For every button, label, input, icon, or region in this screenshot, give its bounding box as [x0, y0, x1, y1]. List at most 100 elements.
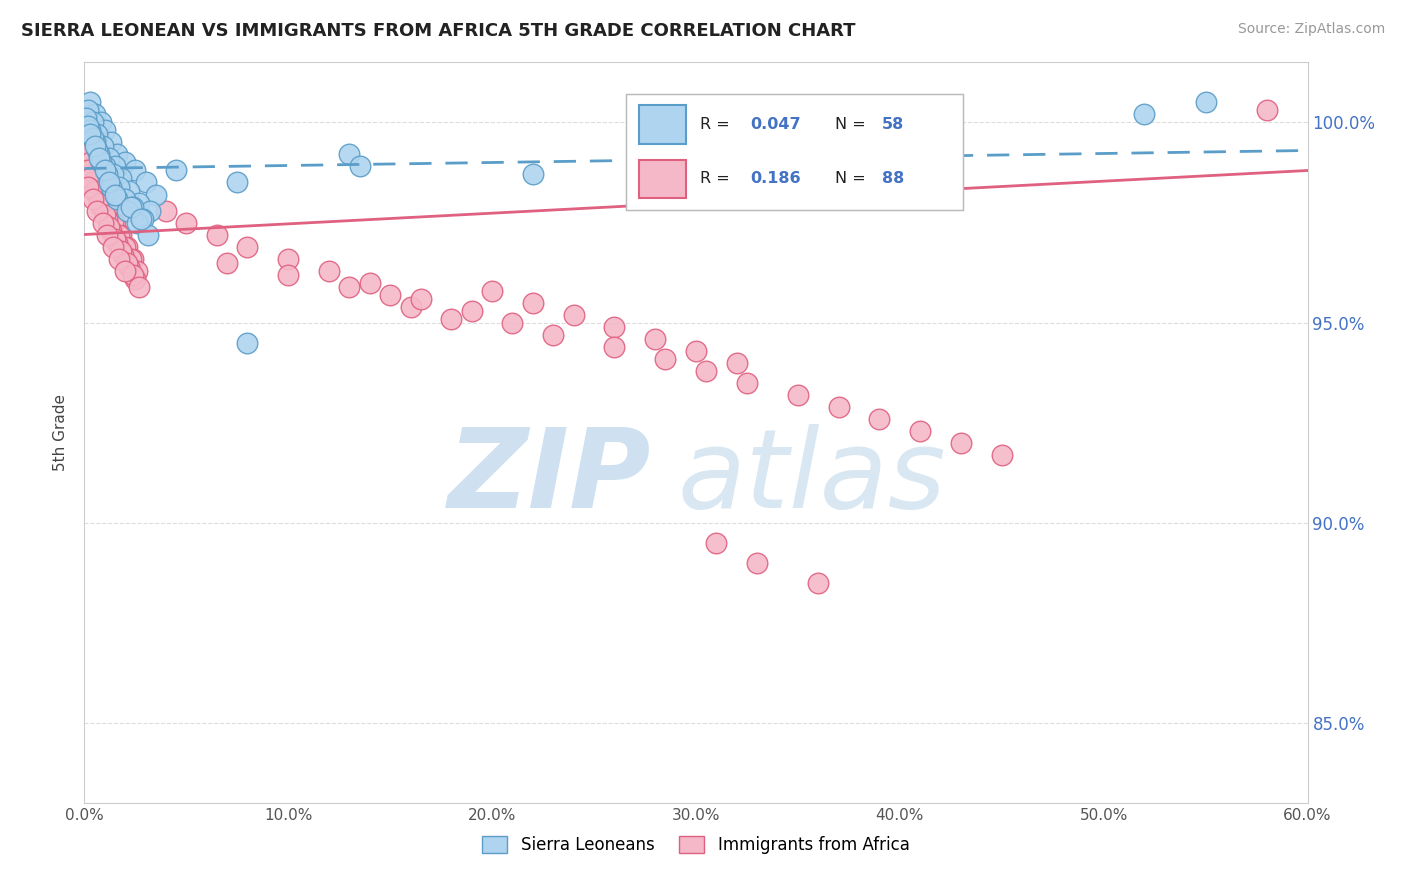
Text: Source: ZipAtlas.com: Source: ZipAtlas.com — [1237, 22, 1385, 37]
Point — [1256, 103, 1278, 118]
Point — [108, 252, 131, 266]
Point — [124, 163, 146, 178]
Point — [77, 147, 100, 161]
Point — [82, 176, 104, 190]
Point — [120, 252, 142, 266]
Point — [104, 160, 127, 174]
FancyBboxPatch shape — [640, 105, 686, 144]
Point — [91, 215, 114, 229]
Point — [86, 128, 108, 142]
Point — [114, 239, 136, 253]
Point — [79, 95, 101, 110]
Point — [93, 195, 115, 210]
Point — [77, 163, 100, 178]
Point — [96, 168, 118, 182]
Y-axis label: 5th Grade: 5th Grade — [53, 394, 69, 471]
Point — [100, 179, 122, 194]
Point — [83, 136, 105, 150]
Point — [127, 215, 149, 229]
Point — [110, 227, 132, 242]
Point — [101, 215, 124, 229]
Point — [75, 112, 97, 126]
Point — [685, 343, 707, 358]
Text: 0.186: 0.186 — [751, 170, 801, 186]
Point — [108, 227, 131, 242]
Point — [96, 203, 118, 218]
Point — [128, 279, 150, 293]
Point — [127, 263, 149, 277]
Point — [359, 276, 381, 290]
Point — [93, 163, 115, 178]
Point — [97, 152, 120, 166]
Point — [87, 195, 110, 210]
Text: 58: 58 — [882, 118, 904, 133]
Point — [90, 200, 112, 214]
Point — [108, 179, 131, 194]
Point — [82, 192, 104, 206]
Point — [118, 184, 141, 198]
Point — [90, 155, 112, 169]
Point — [277, 252, 299, 266]
Point — [132, 211, 155, 226]
Point — [787, 387, 810, 401]
Point — [1195, 95, 1218, 110]
Point — [725, 355, 748, 369]
Point — [522, 168, 544, 182]
Point — [105, 235, 128, 250]
Point — [122, 252, 145, 266]
Point — [706, 535, 728, 549]
Point — [79, 171, 101, 186]
Text: R =: R = — [700, 170, 730, 186]
Point — [97, 207, 120, 221]
Point — [86, 203, 108, 218]
Point — [83, 107, 105, 121]
Point — [79, 128, 101, 142]
Point — [114, 192, 136, 206]
Text: 88: 88 — [882, 170, 904, 186]
Text: R =: R = — [700, 118, 730, 133]
Legend: Sierra Leoneans, Immigrants from Africa: Sierra Leoneans, Immigrants from Africa — [475, 830, 917, 861]
Point — [104, 215, 127, 229]
Point — [461, 303, 484, 318]
Point — [110, 171, 132, 186]
Point — [90, 115, 112, 129]
Point — [131, 211, 153, 226]
Point — [91, 192, 114, 206]
Text: N =: N = — [835, 170, 866, 186]
Point — [349, 160, 371, 174]
Point — [101, 168, 124, 182]
Point — [82, 131, 104, 145]
Point — [112, 247, 135, 261]
Point — [950, 435, 973, 450]
Point — [747, 556, 769, 570]
Point — [86, 144, 108, 158]
Point — [83, 168, 105, 182]
Point — [87, 152, 110, 166]
Point — [96, 211, 118, 226]
Point — [991, 448, 1014, 462]
Point — [79, 155, 101, 169]
Point — [910, 424, 932, 438]
Text: N =: N = — [835, 118, 866, 133]
Point — [82, 115, 104, 129]
Point — [440, 311, 463, 326]
Point — [807, 575, 830, 590]
Point — [105, 192, 128, 206]
Point — [105, 147, 128, 161]
Text: 0.047: 0.047 — [751, 118, 801, 133]
Point — [766, 152, 789, 166]
Point — [86, 187, 108, 202]
Point — [807, 179, 830, 194]
Point — [118, 260, 141, 274]
Point — [97, 176, 120, 190]
Point — [481, 284, 503, 298]
Point — [122, 268, 145, 282]
Point — [603, 340, 626, 354]
Point — [124, 271, 146, 285]
Point — [695, 363, 717, 377]
Point — [226, 176, 249, 190]
Text: ZIP: ZIP — [447, 424, 651, 531]
Point — [104, 231, 127, 245]
Point — [120, 200, 142, 214]
Point — [77, 103, 100, 118]
